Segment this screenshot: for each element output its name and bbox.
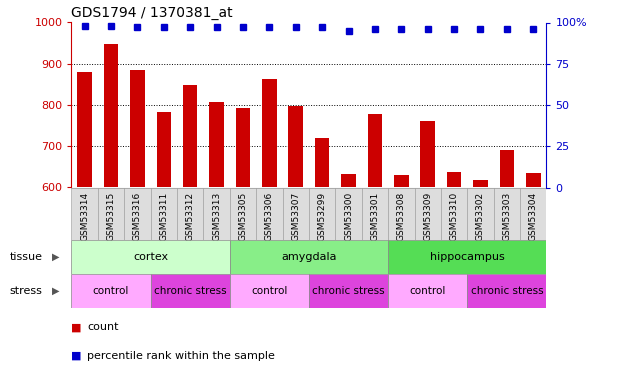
Bar <box>494 188 520 240</box>
Text: ■: ■ <box>71 351 82 361</box>
Text: GSM53310: GSM53310 <box>450 192 458 241</box>
Bar <box>256 188 283 240</box>
Text: control: control <box>409 286 446 296</box>
Bar <box>473 180 487 188</box>
Bar <box>415 188 441 240</box>
Bar <box>468 188 494 240</box>
Text: GSM53308: GSM53308 <box>397 192 406 241</box>
Bar <box>150 274 230 308</box>
Bar <box>130 70 145 188</box>
Text: hippocampus: hippocampus <box>430 252 505 262</box>
Bar <box>204 188 230 240</box>
Text: tissue: tissue <box>9 252 42 262</box>
Bar <box>236 108 250 188</box>
Text: stress: stress <box>9 286 42 296</box>
Bar <box>289 106 303 188</box>
Bar <box>177 188 204 240</box>
Text: GSM53315: GSM53315 <box>107 192 116 241</box>
Bar <box>209 102 224 188</box>
Text: percentile rank within the sample: percentile rank within the sample <box>87 351 275 361</box>
Text: ▶: ▶ <box>52 252 60 262</box>
Bar <box>283 188 309 240</box>
Bar <box>368 114 382 188</box>
Bar <box>71 240 230 274</box>
Text: GSM53314: GSM53314 <box>80 192 89 241</box>
Text: GSM53300: GSM53300 <box>344 192 353 241</box>
Bar <box>361 188 388 240</box>
Text: control: control <box>251 286 288 296</box>
Bar <box>447 172 461 188</box>
Bar <box>520 188 546 240</box>
Text: ■: ■ <box>71 322 82 333</box>
Text: GSM53312: GSM53312 <box>186 192 194 241</box>
Bar <box>420 122 435 188</box>
Text: control: control <box>93 286 129 296</box>
Bar <box>468 274 546 308</box>
Bar <box>526 174 540 188</box>
Text: GSM53309: GSM53309 <box>424 192 432 241</box>
Bar <box>230 274 309 308</box>
Bar <box>309 274 388 308</box>
Text: GSM53307: GSM53307 <box>291 192 300 241</box>
Bar <box>342 174 356 188</box>
Bar <box>230 188 256 240</box>
Bar <box>183 85 197 188</box>
Text: ▶: ▶ <box>52 286 60 296</box>
Text: GSM53302: GSM53302 <box>476 192 485 241</box>
Bar <box>441 188 467 240</box>
Text: amygdala: amygdala <box>281 252 337 262</box>
Text: GSM53299: GSM53299 <box>318 192 327 241</box>
Text: GSM53316: GSM53316 <box>133 192 142 241</box>
Text: GDS1794 / 1370381_at: GDS1794 / 1370381_at <box>71 6 233 20</box>
Text: GSM53305: GSM53305 <box>238 192 247 241</box>
Bar <box>309 188 335 240</box>
Bar <box>262 80 276 188</box>
Bar <box>388 240 546 274</box>
Bar <box>150 188 177 240</box>
Bar <box>500 150 514 188</box>
Text: GSM53303: GSM53303 <box>502 192 511 241</box>
Bar <box>315 138 329 188</box>
Bar <box>104 44 118 188</box>
Text: GSM53301: GSM53301 <box>371 192 379 241</box>
Text: GSM53311: GSM53311 <box>160 192 168 241</box>
Bar <box>230 240 388 274</box>
Bar <box>388 274 468 308</box>
Bar <box>388 188 415 240</box>
Text: chronic stress: chronic stress <box>154 286 227 296</box>
Text: chronic stress: chronic stress <box>312 286 385 296</box>
Text: GSM53313: GSM53313 <box>212 192 221 241</box>
Bar <box>98 188 124 240</box>
Bar <box>71 188 98 240</box>
Bar <box>335 188 361 240</box>
Text: cortex: cortex <box>133 252 168 262</box>
Text: GSM53306: GSM53306 <box>265 192 274 241</box>
Bar <box>394 175 409 188</box>
Bar <box>156 112 171 188</box>
Text: count: count <box>87 322 119 333</box>
Bar <box>78 72 92 188</box>
Text: GSM53304: GSM53304 <box>529 192 538 241</box>
Bar <box>71 274 150 308</box>
Text: chronic stress: chronic stress <box>471 286 543 296</box>
Bar <box>124 188 151 240</box>
